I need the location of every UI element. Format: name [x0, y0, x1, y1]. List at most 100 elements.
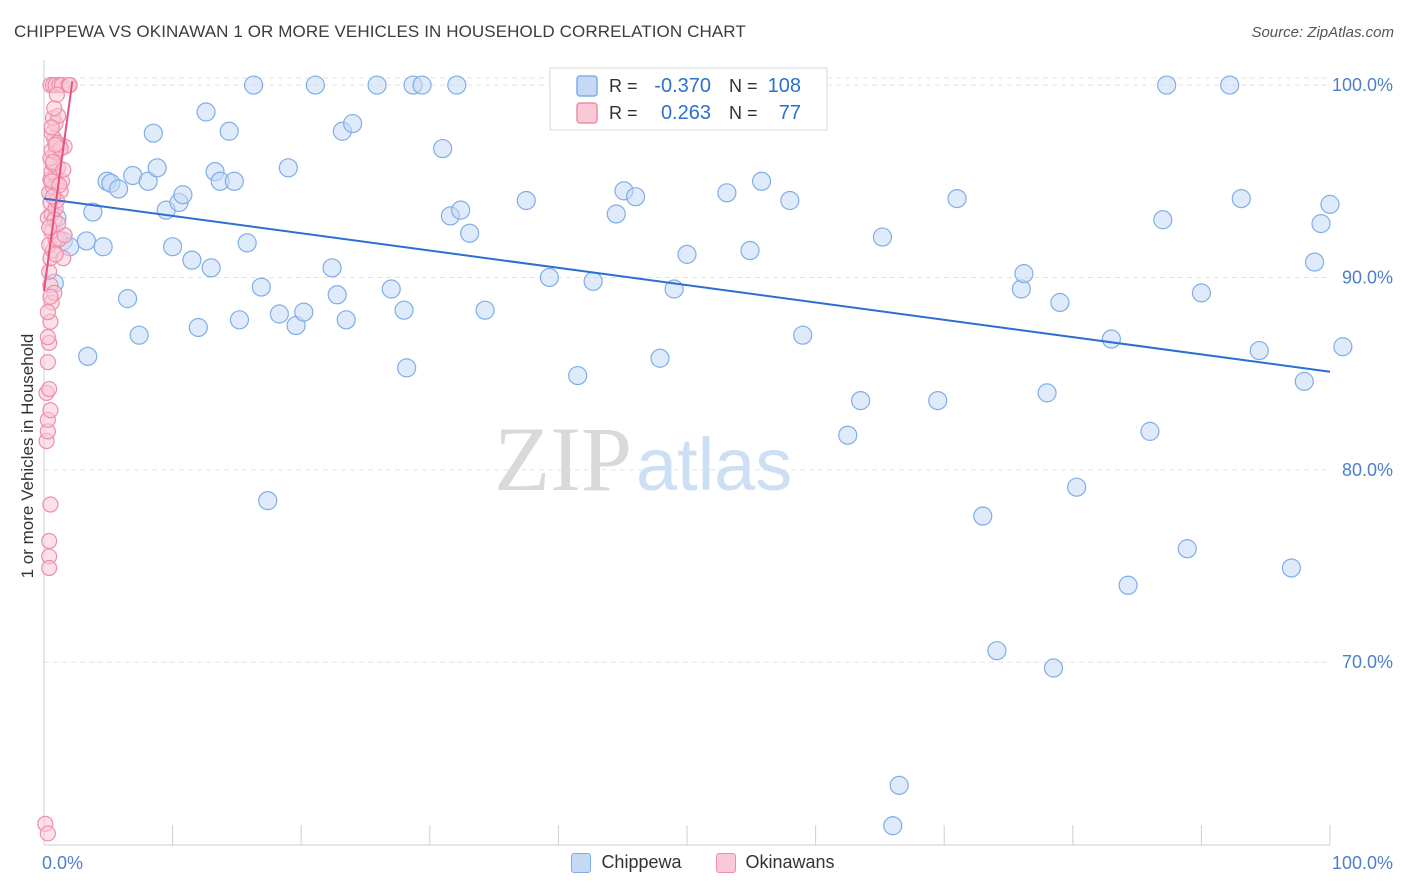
chart-source: Source: ZipAtlas.com: [1251, 24, 1394, 41]
x-tick-label-max: 100.0%: [1332, 853, 1393, 873]
chippewa-point-10: [108, 179, 129, 199]
chippewa-point-73: [793, 325, 813, 345]
chippewa-point-85: [1037, 383, 1057, 403]
series-okinawans: [37, 76, 78, 842]
chippewa-point-44: [367, 75, 387, 95]
stats-n-label-chippewa: N =: [729, 76, 758, 96]
chippewa-point-16: [147, 158, 167, 178]
stats-n-value-okinawans: 77: [779, 102, 801, 124]
stats-n-label-okinawans: N =: [729, 103, 758, 123]
okinawan-point-70: [46, 100, 63, 117]
chippewa-point-38: [305, 75, 325, 95]
chippewa-point-90: [1118, 575, 1138, 595]
chippewa-point-55: [475, 300, 495, 320]
chippewa-point-72: [780, 190, 800, 211]
chippewa-point-84: [1014, 264, 1034, 284]
chippewa-point-92: [1153, 210, 1173, 230]
chippewa-point-22: [188, 317, 208, 338]
chippewa-point-82: [987, 641, 1007, 661]
chippewa-point-60: [606, 204, 626, 224]
y-axis-label: 1 or more Vehicles in Household: [18, 333, 37, 579]
chippewa-point-74: [838, 425, 858, 445]
chippewa-point-33: [258, 491, 278, 511]
chippewa-point-68: [717, 183, 737, 203]
chippewa-point-80: [947, 188, 967, 209]
legend-swatch-chippewa: [571, 852, 592, 873]
chippewa-point-27: [219, 121, 239, 141]
y-tick-label-70: 70.0%: [1342, 652, 1393, 672]
watermark-zip: ZIP: [494, 408, 632, 510]
stats-r-label-chippewa: R =: [609, 76, 638, 96]
chippewa-point-39: [322, 258, 342, 278]
stats-r-label-okinawans: R =: [609, 103, 638, 123]
series-legend: Chippewa Okinawans: [0, 852, 1406, 873]
okinawan-point-3: [41, 532, 58, 550]
watermark: ZIP atlas: [494, 408, 792, 510]
okinawan-point-4: [41, 559, 58, 577]
chippewa-point-54: [460, 223, 480, 243]
okinawan-point-9: [42, 402, 59, 419]
chippewa-point-94: [1177, 539, 1197, 559]
chippewa-point-78: [889, 775, 909, 795]
chippewa-point-64: [650, 348, 670, 368]
chippewa-point-45: [381, 279, 401, 299]
stats-n-value-chippewa: 108: [768, 75, 801, 97]
chippewa-point-87: [1050, 292, 1070, 313]
chippewa-point-98: [1249, 340, 1269, 361]
chippewa-point-29: [229, 310, 250, 330]
chippewa-point-34: [269, 304, 289, 324]
chippewa-point-91: [1140, 421, 1160, 441]
chippewa-point-37: [294, 302, 314, 322]
chippewa-point-103: [1320, 194, 1340, 214]
chippewa-point-24: [201, 258, 221, 278]
okinawan-point-75: [47, 136, 64, 153]
chart-title: CHIPPEWA VS OKINAWAN 1 OR MORE VEHICLES …: [14, 22, 746, 41]
chippewa-point-20: [173, 185, 193, 205]
chippewa-point-93: [1157, 75, 1177, 95]
legend-swatch-okinawans: [715, 852, 736, 873]
chippewa-point-6: [83, 202, 103, 222]
chippewa-point-77: [883, 816, 903, 836]
chippewa-point-96: [1220, 75, 1240, 95]
chippewa-point-13: [129, 325, 149, 345]
chippewa-point-89: [1101, 329, 1121, 349]
okinawan-point-14: [39, 329, 56, 346]
chippewa-point-81: [973, 506, 993, 526]
chippewa-point-49: [412, 75, 432, 95]
chippewa-point-63: [625, 187, 646, 207]
trend-line-okinawans: [43, 81, 74, 292]
chippewa-point-11: [117, 289, 138, 309]
grid-lines: [44, 77, 1330, 663]
chippewa-point-88: [1067, 477, 1087, 497]
legend-label-okinawans: Okinawans: [745, 852, 835, 872]
x-tick-label-min: 0.0%: [42, 853, 83, 873]
chippewa-point-4: [76, 231, 97, 251]
chippewa-point-35: [278, 158, 298, 178]
okinawan-point-72: [43, 119, 60, 136]
chippewa-point-18: [163, 237, 183, 257]
chippewa-point-7: [93, 237, 113, 257]
chippewa-point-97: [1231, 188, 1251, 209]
chippewa-point-71: [751, 171, 772, 191]
okinawan-point-19: [41, 263, 58, 280]
chippewa-point-58: [568, 365, 588, 386]
y-tick-label-100: 100.0%: [1332, 75, 1393, 95]
chippewa-point-102: [1311, 214, 1331, 234]
okinawan-point-60: [61, 76, 78, 94]
trend-line-chippewa: [43, 197, 1331, 373]
chippewa-point-5: [78, 346, 98, 366]
chippewa-point-101: [1304, 252, 1325, 272]
chippewa-point-70: [740, 240, 760, 261]
legend-label-chippewa: Chippewa: [601, 852, 682, 872]
chippewa-point-15: [143, 123, 163, 143]
chippewa-point-59: [583, 271, 603, 291]
stats-swatch-okinawans: [576, 102, 598, 124]
chippewa-point-57: [539, 267, 559, 288]
chippewa-point-23: [196, 102, 216, 122]
okinawan-point-5: [42, 496, 59, 513]
chippewa-point-95: [1191, 283, 1212, 303]
okinawan-point-66: [42, 288, 59, 305]
chippewa-point-28: [224, 171, 244, 191]
stats-r-value-okinawans: 0.263: [661, 102, 711, 124]
stats-r-value-chippewa: -0.370: [654, 75, 711, 97]
